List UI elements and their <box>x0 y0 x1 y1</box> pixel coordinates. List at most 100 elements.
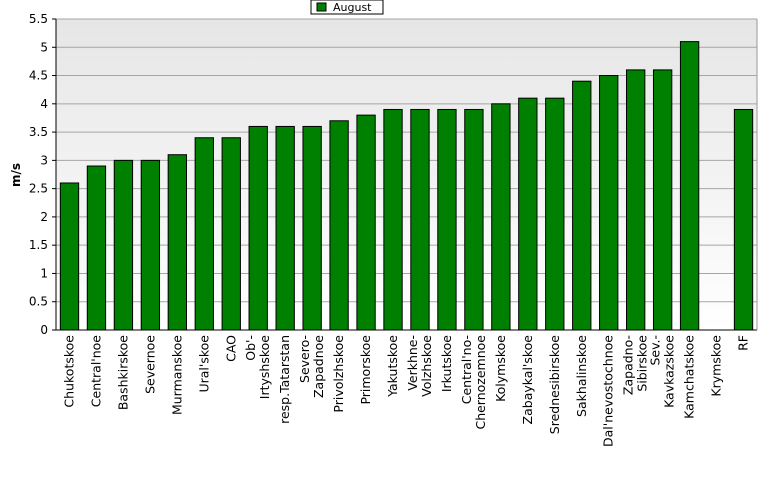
y-tick-label: 0.5 <box>29 295 48 309</box>
legend-swatch <box>316 2 327 12</box>
x-tick-label-line: Irkutskoe <box>439 335 454 392</box>
x-tick-label-line: Severnoe <box>142 335 157 394</box>
legend-box <box>310 0 384 15</box>
x-tick-label: Kolymskoe <box>493 335 508 402</box>
x-tick-label-line: Kavkazskoe <box>662 335 677 408</box>
x-tick-label: Severnoe <box>142 335 157 394</box>
x-tick-label-line: Volzhskoe <box>419 335 434 397</box>
x-tick-label-line: Kolymskoe <box>493 335 508 402</box>
x-tick-label: Sev.- Kavkazskoe <box>648 335 677 408</box>
x-tick-label-line: Chernozemnoe <box>473 335 488 430</box>
x-tick-label: Srednesibirskoe <box>547 335 562 435</box>
bar <box>113 159 134 331</box>
x-tick-label: RF <box>736 335 751 351</box>
bar <box>194 137 214 331</box>
x-tick-label-line: Dal'nevostochnoe <box>601 335 616 447</box>
bar <box>572 80 592 331</box>
bar <box>626 69 646 331</box>
bar <box>167 154 187 331</box>
bar <box>356 114 376 331</box>
x-tick-label: Ural'skoe <box>196 335 211 393</box>
x-tick-label-line: resp.Tatarstan <box>277 335 292 424</box>
bar <box>86 165 107 331</box>
y-tick-label: 3 <box>40 153 48 167</box>
x-tick-label: Verkhne- Volzhskoe <box>405 335 434 397</box>
axes <box>55 19 758 331</box>
x-tick-label-line: RF <box>736 335 751 351</box>
bar <box>275 125 295 331</box>
bar <box>248 125 268 331</box>
x-tick-label: Dal'nevostochnoe <box>601 335 616 447</box>
x-tick-label-line: Srednesibirskoe <box>547 335 562 435</box>
y-tick-label: 2 <box>40 210 48 224</box>
y-tick-label: 4.5 <box>29 69 48 83</box>
x-tick-label-line: Sakhalinskoe <box>574 335 589 417</box>
x-tick-label-line: Primorskoe <box>358 335 373 405</box>
bar <box>733 108 754 331</box>
x-tick-label: Bashkirskoe <box>115 335 130 410</box>
x-tick-label: Krymskoe <box>709 335 724 397</box>
x-tick-label: Kamchatskoe <box>682 335 697 419</box>
bar <box>383 108 403 331</box>
x-tick-label: Yakutskoe <box>385 335 400 398</box>
x-tick-label-line: Sev.- <box>648 335 663 366</box>
plot-area <box>56 19 757 330</box>
x-tick-label-line: Zapadnoe <box>311 335 326 398</box>
bar <box>59 182 80 331</box>
x-tick-label-line: Irtyshskoe <box>257 335 272 400</box>
x-tick-label-line: Ural'skoe <box>196 335 211 393</box>
bar <box>599 75 619 331</box>
y-tick-label: 1.5 <box>29 238 48 252</box>
x-tick-label: Murmanskoe <box>169 335 184 415</box>
x-tick-label: Zapadno- Sibirskoe <box>621 335 650 395</box>
x-tick-label-line: Privolzhskoe <box>331 335 346 413</box>
x-tick-label-line: Central'noe <box>88 335 103 408</box>
bar <box>679 41 700 331</box>
x-tick-label-line: Zabaykal'skoe <box>520 335 535 425</box>
legend[interactable]: August <box>310 0 384 15</box>
x-tick-label-line: Bashkirskoe <box>115 335 130 410</box>
bar <box>221 137 241 331</box>
x-tick-label: resp.Tatarstan <box>277 335 292 424</box>
x-tick-label-line: Verkhne- <box>405 335 420 391</box>
x-tick-label-line: Ob'- <box>243 335 258 361</box>
y-tick-label: 0 <box>40 323 48 337</box>
x-tick-label: Ob'- Irtyshskoe <box>243 335 272 400</box>
x-tick-label: Zabaykal'skoe <box>520 335 535 425</box>
y-tick-label: 4 <box>40 97 48 111</box>
bar <box>437 108 457 331</box>
x-tick-label-line: Severo- <box>297 335 312 383</box>
bar <box>652 69 673 331</box>
x-tick-label-line: Chukotskoe <box>61 335 76 408</box>
x-tick-label: Irkutskoe <box>439 335 454 392</box>
x-tick-label-line: CAO <box>223 335 238 362</box>
x-tick-labels: Chukotskoe Central'noe Bashkirskoe Severnoe… <box>61 335 750 447</box>
bar <box>518 97 538 331</box>
x-tick-label-line: Kamchatskoe <box>682 335 697 419</box>
x-tick-label: Sakhalinskoe <box>574 335 589 417</box>
bar <box>410 108 430 331</box>
y-tick-label: 1 <box>40 266 48 280</box>
x-tick-label: Chukotskoe <box>61 335 76 408</box>
x-tick-label-line: Sibirskoe <box>635 335 650 392</box>
y-ticks: 0 0.5 1 1.5 2 2.5 3 3.5 4 4.5 5 5.5 <box>29 12 56 337</box>
x-tick-label-line: Krymskoe <box>709 335 724 397</box>
x-tick-label: CAO <box>223 335 238 362</box>
y-tick-label: 5 <box>40 40 48 54</box>
y-tick-label: 2.5 <box>29 182 48 196</box>
bar <box>545 97 565 331</box>
bar <box>302 125 322 331</box>
bar <box>329 120 349 331</box>
x-tick-label-line: Murmanskoe <box>169 335 184 415</box>
x-tick-label: Primorskoe <box>358 335 373 405</box>
x-tick-label: Severo- Zapadnoe <box>297 335 326 398</box>
bar <box>464 108 484 331</box>
y-tick-label: 3.5 <box>29 125 48 139</box>
x-tick-label-line: Central'no- <box>459 335 474 404</box>
y-axis-label: m/s <box>9 163 23 187</box>
legend-label: August <box>333 1 372 14</box>
x-tick-label-line: Yakutskoe <box>385 335 400 398</box>
x-tick-label: Central'noe <box>88 335 103 408</box>
x-tick-label-line: Zapadno- <box>621 335 636 395</box>
